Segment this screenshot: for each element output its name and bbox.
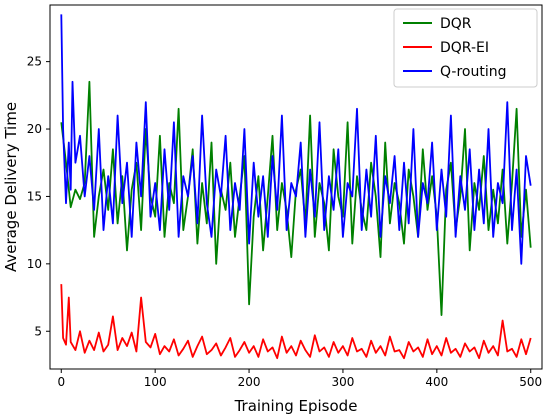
- x-tick-label: 500: [519, 375, 542, 389]
- x-axis-label: Training Episode: [234, 397, 358, 415]
- series-layer: [60, 14, 532, 360]
- legend-label: DQR-EI: [440, 40, 489, 56]
- legend-label: DQR: [440, 16, 472, 32]
- legend-label: Q-routing: [440, 64, 507, 80]
- plot-area: [49, 4, 543, 370]
- series-line-0: [60, 80, 532, 317]
- x-tick-label: 100: [144, 375, 167, 389]
- y-tick-label: 25: [27, 55, 42, 69]
- x-tick-label: 300: [331, 375, 354, 389]
- y-axis-ticks: 5 10 15 20 25: [27, 55, 50, 338]
- x-tick-label: 200: [238, 375, 261, 389]
- legend: DQR DQR-EI Q-routing: [393, 8, 538, 88]
- y-tick-label: 20: [27, 122, 42, 136]
- y-tick-label: 15: [27, 189, 42, 203]
- plot-frame: [49, 4, 543, 370]
- legend-box: [393, 8, 538, 88]
- x-tick-label: 0: [57, 375, 65, 389]
- x-tick-label: 400: [425, 375, 448, 389]
- y-tick-label: 5: [34, 324, 42, 338]
- series-line-2: [60, 14, 532, 265]
- series-line-1: [60, 284, 532, 360]
- x-axis-ticks: 0 100 200 300 400 500: [57, 369, 542, 389]
- y-axis-label: Average Delivery Time: [2, 102, 20, 272]
- y-tick-label: 10: [27, 257, 42, 271]
